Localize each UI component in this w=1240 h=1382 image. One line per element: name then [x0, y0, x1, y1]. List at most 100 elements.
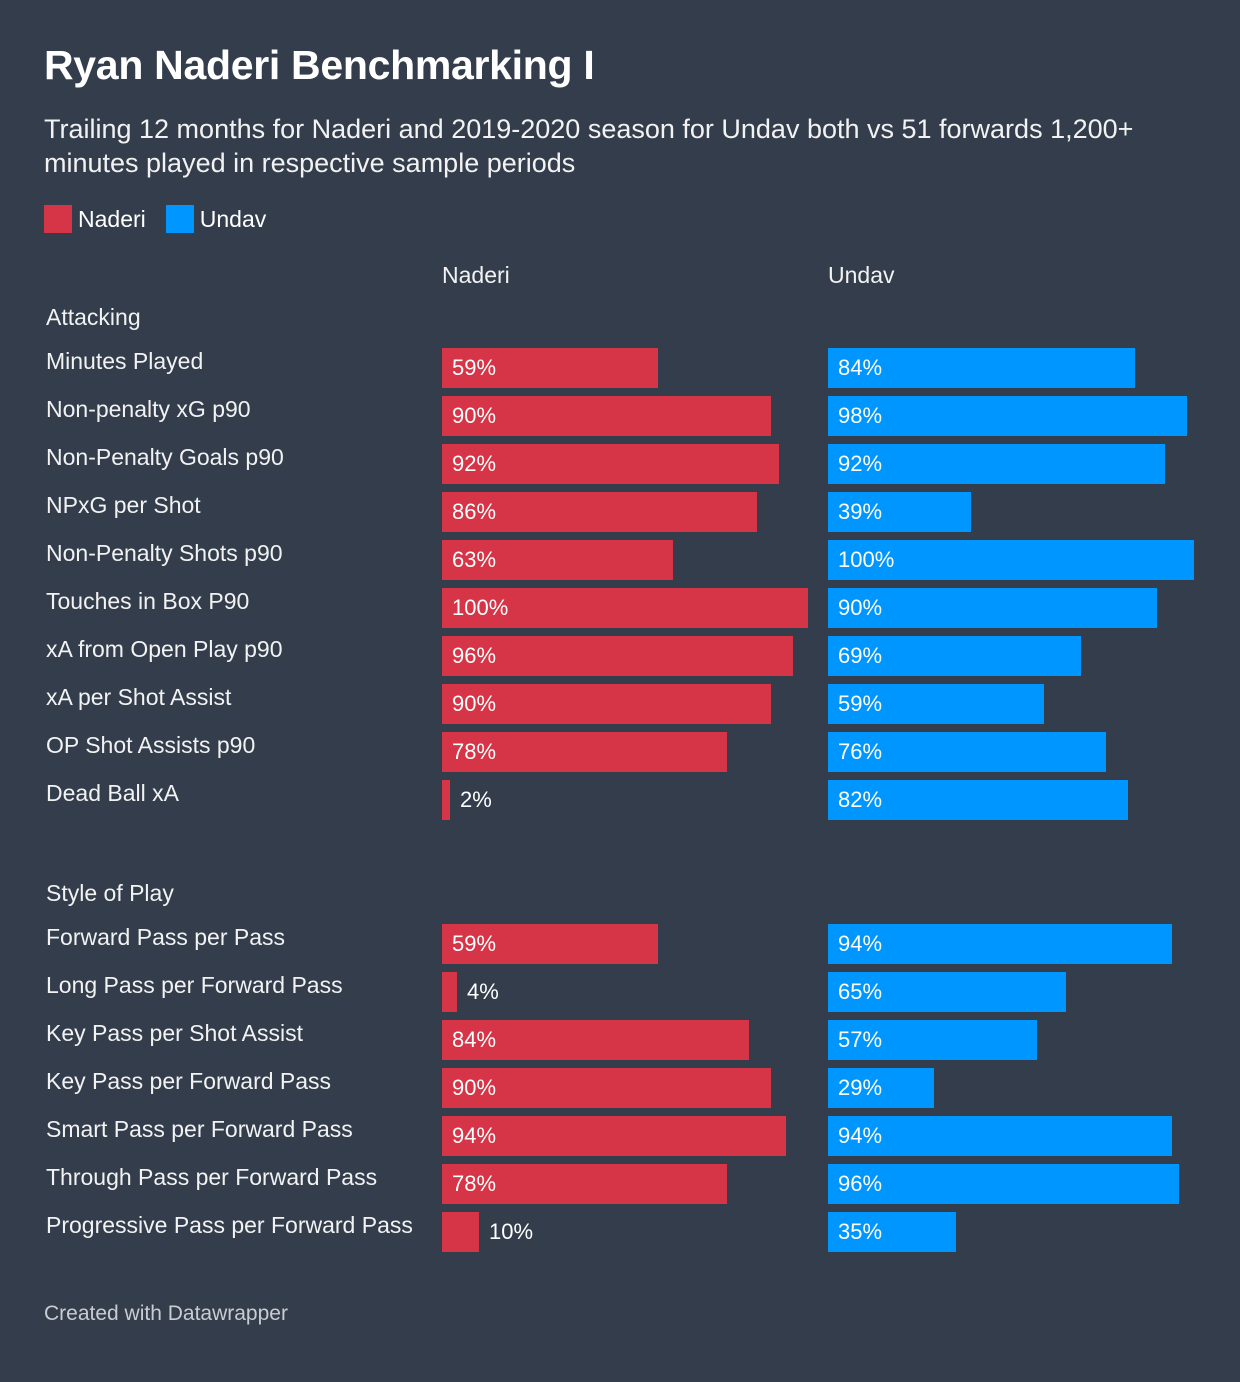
bar-row-forward-pass-per-pass: Forward Pass per Pass 59% 94%	[0, 924, 1240, 964]
category-label: Minutes Played	[46, 348, 204, 374]
bar-undav	[828, 636, 1081, 676]
category-label: Non-Penalty Goals p90	[46, 444, 284, 470]
legend-swatch-undav	[165, 205, 194, 233]
value-label-naderi: 86%	[452, 499, 497, 524]
value-label-naderi: 96%	[452, 643, 497, 668]
footer-credit: Created with Datawrapper	[44, 1302, 288, 1325]
value-label-undav: 90%	[838, 595, 883, 620]
legend-item-undav: Undav	[165, 205, 267, 233]
bar-row-xa-per-shot-assist: xA per Shot Assist 90% 59%	[0, 684, 1240, 724]
value-label-naderi: 78%	[452, 1171, 497, 1196]
bar-naderi	[442, 780, 450, 820]
bar-undav	[828, 1068, 934, 1108]
value-label-naderi: 84%	[452, 1027, 497, 1052]
bar-undav	[828, 732, 1106, 772]
chart-subtitle: Trailing 12 months for Naderi and 2019-2…	[44, 114, 1134, 178]
value-label-naderi: 4%	[467, 979, 499, 1004]
column-header-naderi: Naderi	[442, 262, 510, 288]
legend-label-naderi: Naderi	[78, 205, 146, 232]
value-label-naderi: 59%	[452, 355, 497, 380]
value-label-undav: 84%	[838, 355, 883, 380]
bar-undav	[828, 780, 1128, 820]
bar-row-non-penalty-xg-p90: Non-penalty xG p90 90% 98%	[0, 396, 1240, 436]
legend-label-undav: Undav	[199, 205, 267, 232]
value-label-undav: 94%	[838, 1123, 883, 1148]
category-label: Non-penalty xG p90	[46, 396, 251, 422]
category-label: Dead Ball xA	[46, 780, 179, 806]
section-title-attacking: Attacking	[46, 304, 141, 330]
category-label: OP Shot Assists p90	[46, 732, 256, 758]
value-label-undav: 35%	[838, 1219, 883, 1244]
value-label-undav: 39%	[838, 499, 883, 524]
bar-naderi	[442, 1164, 727, 1204]
section-title-style-of-play: Style of Play	[46, 880, 174, 906]
bar-naderi	[442, 1020, 749, 1060]
bar-undav	[828, 1020, 1037, 1060]
column-header-undav: Undav	[828, 262, 895, 288]
bar-undav	[828, 396, 1187, 436]
value-label-naderi: 2%	[460, 787, 492, 812]
value-label-naderi: 59%	[452, 931, 497, 956]
bar-undav	[828, 1212, 956, 1252]
value-label-undav: 76%	[838, 739, 883, 764]
value-label-naderi: 90%	[452, 1075, 497, 1100]
value-label-naderi: 78%	[452, 739, 497, 764]
legend-swatch-naderi	[44, 205, 72, 233]
value-label-naderi: 100%	[452, 595, 509, 620]
bar-row-non-penalty-shots-p90: Non-Penalty Shots p90 63% 100%	[0, 540, 1240, 580]
bar-row-minutes-played: Minutes Played 59% 84%	[0, 348, 1240, 388]
category-label: xA per Shot Assist	[46, 684, 232, 710]
bar-row-touches-in-box-p90: Touches in Box P90 100% 90%	[0, 588, 1240, 628]
category-label: Key Pass per Shot Assist	[46, 1020, 303, 1046]
bar-undav	[828, 924, 1172, 964]
legend-item-naderi: Naderi	[44, 205, 146, 233]
bar-row-op-shot-assists-p90: OP Shot Assists p90 78% 76%	[0, 732, 1240, 772]
category-label: Smart Pass per Forward Pass	[46, 1116, 353, 1142]
value-label-undav: 29%	[838, 1075, 883, 1100]
bar-undav	[828, 1164, 1179, 1204]
bar-row-smart-pass-per-forward-pass: Smart Pass per Forward Pass 94% 94%	[0, 1116, 1240, 1156]
value-label-undav: 98%	[838, 403, 883, 428]
bar-row-dead-ball-xa: Dead Ball xA 2% 82%	[0, 780, 1240, 820]
bar-naderi	[442, 636, 793, 676]
bar-naderi	[442, 444, 779, 484]
bar-naderi	[442, 348, 658, 388]
bar-undav	[828, 540, 1194, 580]
bar-undav	[828, 348, 1135, 388]
bar-row-non-penalty-goals-p90: Non-Penalty Goals p90 92% 92%	[0, 444, 1240, 484]
bar-naderi	[442, 1068, 771, 1108]
value-label-naderi: 90%	[452, 403, 497, 428]
bar-undav	[828, 492, 971, 532]
category-label: Key Pass per Forward Pass	[46, 1068, 332, 1094]
value-label-undav: 100%	[838, 547, 895, 572]
value-label-naderi: 92%	[452, 451, 497, 476]
category-label: xA from Open Play p90	[46, 636, 283, 662]
category-label: NPxG per Shot	[46, 492, 201, 518]
value-label-undav: 65%	[838, 979, 883, 1004]
bar-naderi	[442, 972, 457, 1012]
bar-undav	[828, 972, 1066, 1012]
bar-naderi	[442, 732, 727, 772]
bar-naderi	[442, 924, 658, 964]
category-label: Touches in Box P90	[46, 588, 250, 614]
value-label-undav: 94%	[838, 931, 883, 956]
bar-row-through-pass-per-forward-pass: Through Pass per Forward Pass 78% 96%	[0, 1164, 1240, 1204]
bar-row-key-pass-per-forward-pass: Key Pass per Forward Pass 90% 29%	[0, 1068, 1240, 1108]
bar-undav	[828, 444, 1165, 484]
category-label: Forward Pass per Pass	[46, 924, 286, 950]
bar-row-progressive-pass-per-forward-pass: Progressive Pass per Forward Pass 10% 35%	[0, 1212, 1240, 1252]
bar-row-xa-from-open-play-p90: xA from Open Play p90 96% 69%	[0, 636, 1240, 676]
bar-naderi	[442, 1116, 786, 1156]
value-label-naderi: 10%	[489, 1219, 534, 1244]
bar-undav	[828, 1116, 1172, 1156]
bar-naderi	[442, 588, 808, 628]
bar-row-npxg-per-shot: NPxG per Shot 86% 39%	[0, 492, 1240, 532]
value-label-undav: 57%	[838, 1027, 883, 1052]
bar-naderi	[442, 684, 771, 724]
bar-naderi	[442, 492, 757, 532]
value-label-naderi: 63%	[452, 547, 497, 572]
value-label-naderi: 94%	[452, 1123, 497, 1148]
category-label: Long Pass per Forward Pass	[46, 972, 343, 998]
category-label: Non-Penalty Shots p90	[46, 540, 283, 566]
value-label-naderi: 90%	[452, 691, 497, 716]
